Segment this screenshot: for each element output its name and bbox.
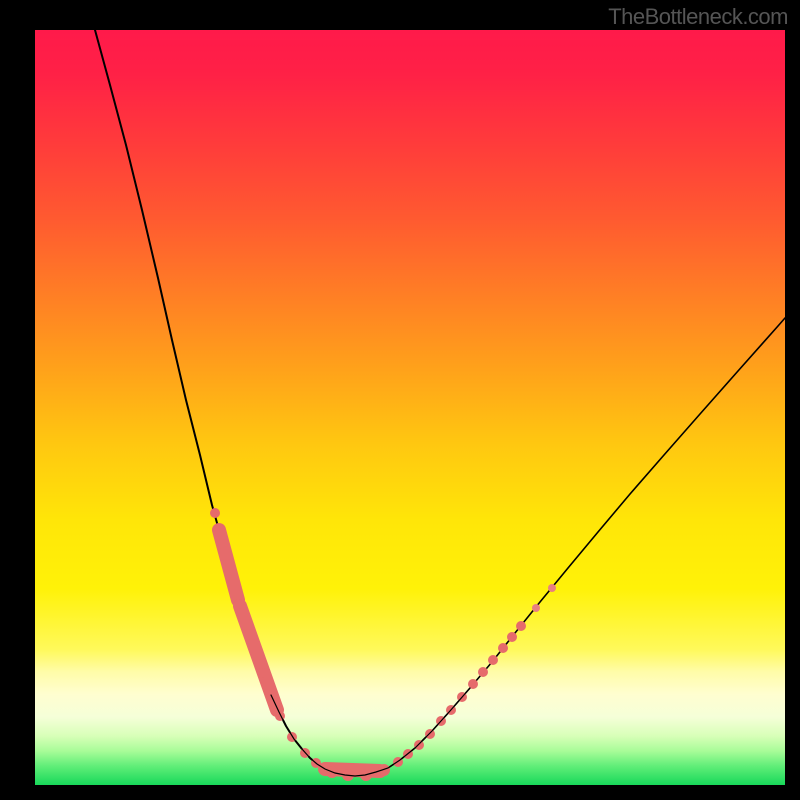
marker-dot <box>275 711 285 721</box>
watermark-text: TheBottleneck.com <box>608 4 788 30</box>
plot-area <box>35 30 785 785</box>
marker-dot <box>516 621 526 631</box>
marker-dot <box>378 764 390 776</box>
marker-dot <box>507 632 517 642</box>
marker-segment <box>240 606 277 710</box>
marker-dot <box>425 729 435 739</box>
curve-chart <box>0 0 800 800</box>
curve-overlay <box>271 688 470 776</box>
marker-dot <box>210 508 220 518</box>
marker-dot <box>532 604 540 612</box>
marker-dot <box>498 643 508 653</box>
marker-segment <box>219 530 238 600</box>
marker-dot <box>548 584 556 592</box>
marker-dot <box>468 679 478 689</box>
marker-dot <box>478 667 488 677</box>
marker-dot <box>488 655 498 665</box>
curve-right <box>388 318 785 768</box>
marker-dot <box>234 599 244 609</box>
curve-left <box>95 30 325 769</box>
marker-dot <box>414 740 424 750</box>
marker-dot <box>257 668 267 678</box>
